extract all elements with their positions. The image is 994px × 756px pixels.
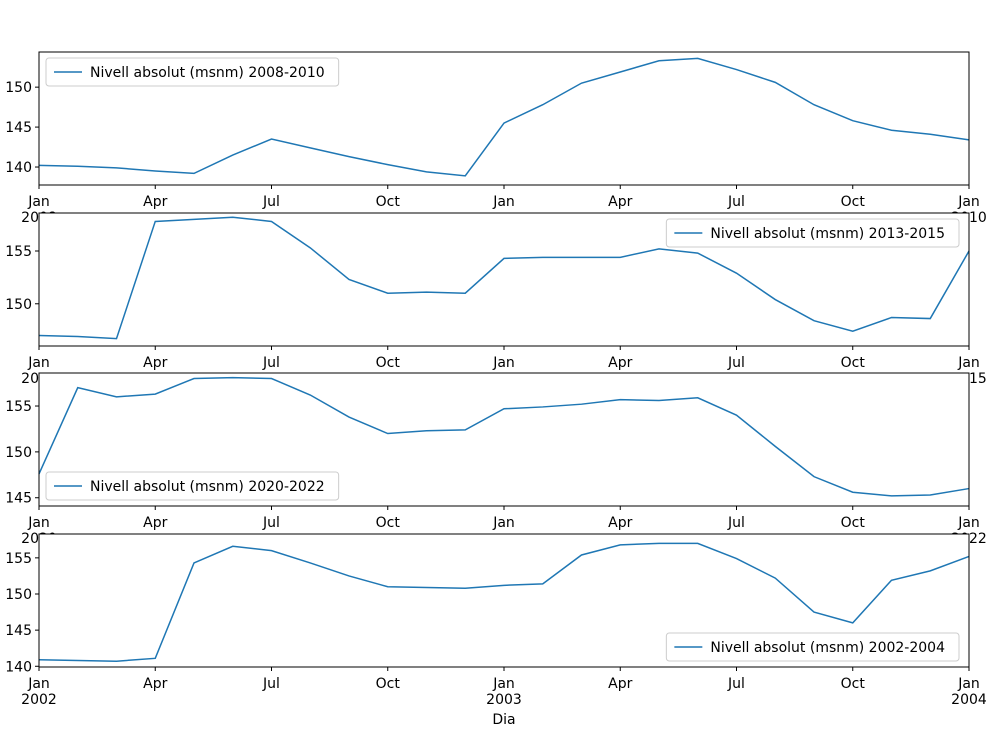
x-tick-label: Oct bbox=[841, 676, 866, 692]
y-tick-label: 150 bbox=[5, 297, 32, 313]
line bbox=[38, 542, 970, 662]
legend-label: Nivell absolut (msnm) 2008-2010 bbox=[90, 65, 325, 81]
x-tick-label: Jul bbox=[727, 194, 745, 210]
legend: Nivell absolut (msnm) 2008-2010 bbox=[45, 57, 340, 87]
x-tick-label: Oct bbox=[841, 515, 866, 531]
legend-label: Nivell absolut (msnm) 2013-2015 bbox=[710, 226, 945, 242]
x-tick-label: Jan bbox=[27, 355, 50, 371]
x-year-label: 2003 bbox=[486, 692, 522, 708]
y-tick-label: 145 bbox=[5, 491, 32, 507]
legend: Nivell absolut (msnm) 2013-2015 bbox=[665, 218, 960, 248]
legend: Nivell absolut (msnm) 2002-2004 bbox=[665, 632, 960, 662]
line bbox=[38, 376, 970, 497]
x-tick-label: Jul bbox=[262, 194, 280, 210]
x-tick-label: Jul bbox=[727, 515, 745, 531]
x-tick-label: Oct bbox=[376, 515, 401, 531]
x-tick-label: Jul bbox=[262, 355, 280, 371]
y-tick-label: 140 bbox=[5, 160, 32, 176]
x-tick-label: Apr bbox=[608, 515, 632, 531]
legend-box bbox=[665, 218, 960, 248]
x-tick-label: Jan bbox=[957, 194, 980, 210]
y-tick-label: 155 bbox=[5, 551, 32, 567]
legend: Nivell absolut (msnm) 2020-2022 bbox=[45, 471, 340, 501]
x-tick-label: Apr bbox=[143, 676, 167, 692]
x-axis-label: Dia bbox=[492, 712, 515, 728]
x-tick-label: Jul bbox=[262, 515, 280, 531]
y-tick-label: 150 bbox=[5, 80, 32, 96]
x-tick-label: Apr bbox=[608, 355, 632, 371]
x-tick-label: Jul bbox=[727, 355, 745, 371]
x-tick-label: Apr bbox=[143, 515, 167, 531]
x-tick-label: Jan bbox=[957, 515, 980, 531]
x-tick-label: Oct bbox=[376, 355, 401, 371]
axes-frame bbox=[38, 372, 970, 507]
axes-frame bbox=[38, 51, 970, 186]
x-tick-label: Apr bbox=[608, 194, 632, 210]
x-tick-label: Oct bbox=[841, 194, 866, 210]
y-tick-label: 145 bbox=[5, 120, 32, 136]
axes-frame bbox=[38, 212, 970, 347]
y-tick-label: 155 bbox=[5, 244, 32, 260]
y-tick-label: 155 bbox=[5, 399, 32, 415]
line bbox=[38, 57, 970, 177]
x-tick-label: Oct bbox=[841, 355, 866, 371]
x-tick-label: Jul bbox=[262, 676, 280, 692]
legend-label: Nivell absolut (msnm) 2020-2022 bbox=[90, 479, 325, 495]
x-tick-label: Jan bbox=[957, 676, 980, 692]
x-tick-label: Oct bbox=[376, 194, 401, 210]
legend-label: Nivell absolut (msnm) 2002-2004 bbox=[710, 640, 945, 656]
x-year-label: 2004 bbox=[951, 692, 987, 708]
x-tick-label: Jan bbox=[27, 515, 50, 531]
y-tick-label: 140 bbox=[5, 659, 32, 675]
x-tick-label: Jan bbox=[492, 194, 515, 210]
x-tick-label: Apr bbox=[143, 355, 167, 371]
x-tick-label: Jan bbox=[957, 355, 980, 371]
x-tick-label: Apr bbox=[608, 676, 632, 692]
y-tick-label: 150 bbox=[5, 445, 32, 461]
legend-box bbox=[45, 57, 340, 87]
x-tick-label: Jul bbox=[727, 676, 745, 692]
axes-frame bbox=[38, 533, 970, 668]
y-tick-label: 145 bbox=[5, 623, 32, 639]
line bbox=[38, 216, 970, 340]
x-tick-label: Jan bbox=[492, 676, 515, 692]
x-tick-label: Apr bbox=[143, 194, 167, 210]
x-tick-label: Oct bbox=[376, 676, 401, 692]
x-tick-label: Jan bbox=[27, 676, 50, 692]
x-tick-label: Jan bbox=[492, 355, 515, 371]
x-tick-label: Jan bbox=[492, 515, 515, 531]
x-tick-label: Jan bbox=[27, 194, 50, 210]
legend-box bbox=[45, 471, 340, 501]
y-tick-label: 150 bbox=[5, 587, 32, 603]
legend-box bbox=[665, 632, 960, 662]
x-year-label: 2002 bbox=[21, 692, 57, 708]
